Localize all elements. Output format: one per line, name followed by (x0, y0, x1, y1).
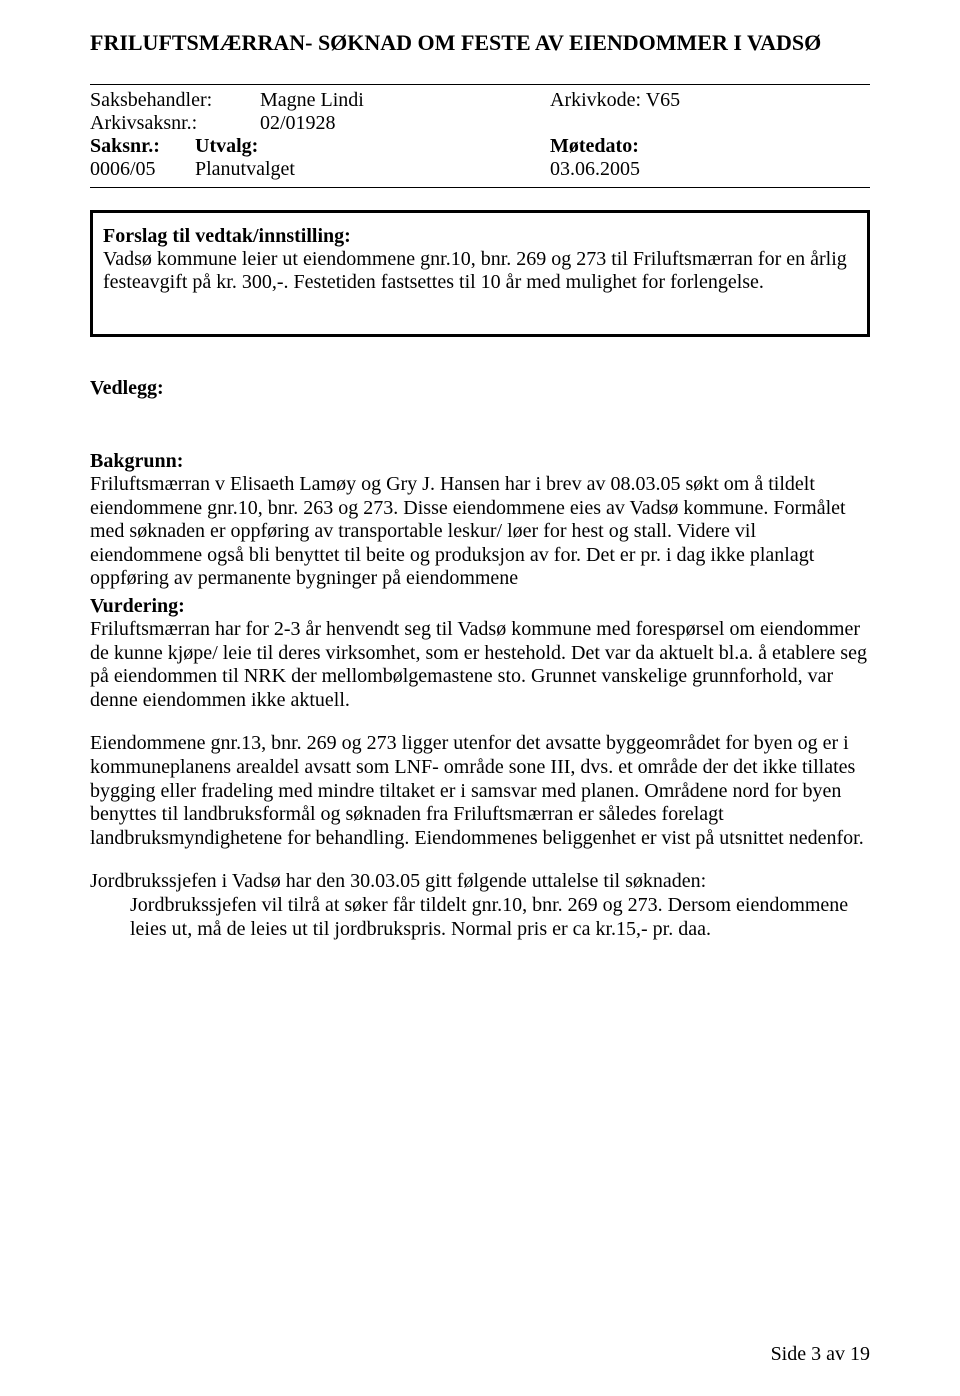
page-container: FRILUFTSMÆRRAN- SØKNAD OM FESTE AV EIEND… (0, 0, 960, 1396)
forslag-box: Forslag til vedtak/innstilling: Vadsø ko… (90, 210, 870, 337)
page-footer: Side 3 av 19 (771, 1343, 870, 1366)
utvalg-value: Planutvalget (195, 158, 550, 181)
meta-row-4: 0006/05 Planutvalget 03.06.2005 (90, 158, 870, 181)
saksnr-value: 0006/05 (90, 158, 195, 181)
vurdering-heading: Vurdering: (90, 595, 870, 618)
arkivkode-label: Arkivkode: V65 (550, 89, 680, 112)
motedato-value: 03.06.2005 (550, 158, 640, 181)
document-title: FRILUFTSMÆRRAN- SØKNAD OM FESTE AV EIEND… (90, 30, 870, 56)
forslag-heading: Forslag til vedtak/innstilling: (103, 225, 857, 248)
vurdering-section: Vurdering: Friluftsmærran har for 2-3 år… (90, 595, 870, 941)
saksbehandler-label: Saksbehandler: (90, 89, 260, 112)
forslag-body: Vadsø kommune leier ut eiendommene gnr.1… (103, 248, 857, 294)
saksnr-label: Saksnr.: (90, 135, 195, 158)
vedlegg-heading: Vedlegg: (90, 377, 870, 400)
vurdering-p3-indent: Jordbrukssjefen vil tilrå at søker får t… (130, 894, 870, 941)
meta-row-3: Saksnr.: Utvalg: Møtedato: (90, 135, 870, 158)
saksbehandler-value: Magne Lindi (260, 89, 550, 112)
vurdering-p1: Friluftsmærran har for 2-3 år henvendt s… (90, 618, 870, 712)
vurdering-p2: Eiendommene gnr.13, bnr. 269 og 273 ligg… (90, 732, 870, 850)
bakgrunn-body: Friluftsmærran v Elisaeth Lamøy og Gry J… (90, 473, 870, 591)
meta-row-1: Saksbehandler: Magne Lindi Arkivkode: V6… (90, 89, 870, 112)
arkivsaksnr-value: 02/01928 (260, 112, 336, 135)
meta-row-2: Arkivsaksnr.: 02/01928 (90, 112, 870, 135)
bakgrunn-section: Bakgrunn: Friluftsmærran v Elisaeth Lamø… (90, 450, 870, 591)
utvalg-label: Utvalg: (195, 135, 550, 158)
meta-block: Saksbehandler: Magne Lindi Arkivkode: V6… (90, 84, 870, 188)
bakgrunn-heading: Bakgrunn: (90, 450, 870, 473)
vurdering-p3: Jordbrukssjefen i Vadsø har den 30.03.05… (90, 870, 870, 894)
arkivsaksnr-label: Arkivsaksnr.: (90, 112, 260, 135)
motedato-label: Møtedato: (550, 135, 639, 158)
